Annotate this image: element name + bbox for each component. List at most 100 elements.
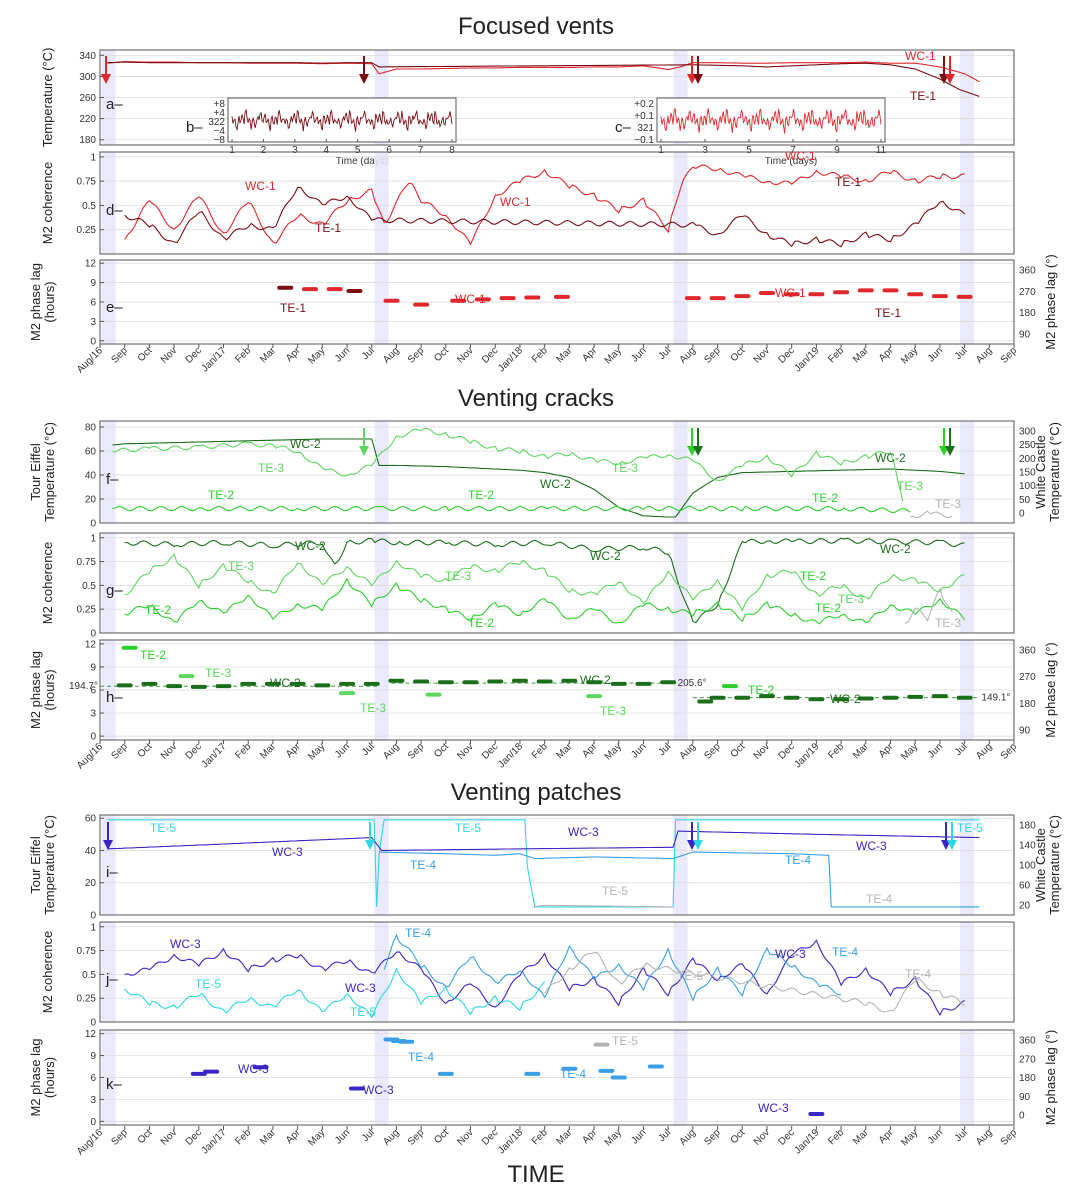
- series-label: TE-3: [258, 461, 284, 475]
- phase-lag-mark: [758, 694, 775, 699]
- month-label: Jan/17: [200, 345, 229, 374]
- series-label: WC-3: [170, 937, 201, 951]
- ytick-label: 40: [85, 471, 97, 482]
- ytick-label: 260: [79, 93, 96, 104]
- month-label: Jan/17: [200, 1127, 229, 1156]
- phase-lag-mark: [561, 1066, 578, 1071]
- month-label: Apr: [877, 741, 896, 760]
- phase-lag-mark: [709, 296, 726, 301]
- y-axis-label: Tour EiffelTemperature (°C): [28, 815, 57, 915]
- month-label: Jul: [360, 741, 377, 758]
- y2-axis-label-line: M2 phase lag (°): [1043, 642, 1058, 738]
- y2-axis-label-line: Temperature (°C): [1047, 815, 1062, 915]
- ytick-label: 0: [90, 629, 96, 640]
- inset-ytick-label: −0.1: [634, 135, 654, 146]
- month-label: Jan/18: [496, 1127, 525, 1156]
- service-band: [101, 922, 116, 1022]
- month-label: Jul: [953, 741, 970, 758]
- series-line-wc-2: [112, 438, 965, 518]
- series-label: TE-3: [360, 701, 386, 715]
- panel-letter: i–: [106, 864, 118, 881]
- panel-letter: b–: [186, 119, 203, 136]
- phase-lag-mark: [425, 692, 442, 697]
- phase-lag-mark: [833, 697, 850, 702]
- month-label: Jul: [360, 345, 377, 362]
- month-label: Sep: [109, 345, 130, 366]
- y2tick-label: 60: [1019, 881, 1031, 892]
- series-line-wc-1: [107, 61, 980, 83]
- phase-lag-mark: [178, 674, 195, 679]
- month-label: Mar: [555, 345, 575, 365]
- ytick-label: 0.25: [77, 225, 97, 236]
- phase-lag-mark: [339, 681, 356, 686]
- y2tick-label: 250: [1019, 440, 1036, 451]
- ytick-label: 300: [79, 72, 96, 83]
- month-label: Sep: [109, 741, 130, 762]
- y2tick-label: 90: [1019, 330, 1031, 341]
- phase-lag-mark: [857, 696, 874, 701]
- month-label: Sep: [999, 741, 1020, 762]
- month-label: Jan/19: [792, 741, 821, 770]
- month-label: Jul: [656, 1127, 673, 1144]
- deployment-arrow-icon: [947, 840, 957, 850]
- series-label: TE-4: [405, 926, 431, 940]
- month-label: May: [603, 1127, 624, 1148]
- series-label: WC-3: [238, 1062, 269, 1076]
- phase-lag-mark: [346, 289, 363, 294]
- series-line-te-3: [112, 427, 904, 502]
- y2tick-label: 0: [1019, 1111, 1025, 1122]
- deployment-arrow-icon: [101, 74, 111, 84]
- phase-lag-mark: [808, 292, 825, 297]
- y2-axis-label-line: White Castle: [1033, 828, 1048, 902]
- ytick-label: 3: [90, 317, 96, 328]
- y2tick-label: 20: [1019, 901, 1031, 912]
- phase-lag-mark: [499, 296, 516, 301]
- series-label: TE-5: [612, 1034, 638, 1048]
- ytick-label: 340: [79, 51, 96, 62]
- phase-lag-mark: [758, 290, 775, 295]
- phase-lag-mark: [956, 294, 973, 299]
- deployment-arrow-icon: [365, 840, 375, 850]
- month-label: Apr: [284, 741, 303, 760]
- y2tick-label: 360: [1019, 1036, 1036, 1047]
- phase-lag-mark: [121, 645, 138, 650]
- series-label: WC-1: [500, 195, 531, 209]
- inset-xtick-label: 9: [834, 145, 840, 156]
- service-band: [960, 815, 975, 915]
- series-label: TE-4: [866, 892, 892, 906]
- month-label: Jun: [333, 1127, 352, 1146]
- reference-label: 149.1°: [981, 693, 1010, 704]
- phase-lag-mark: [734, 695, 751, 700]
- series-label: TE-3: [600, 704, 626, 718]
- inset-xtick-label: 1: [229, 145, 235, 156]
- y-axis-label: M2 coherence: [40, 931, 55, 1013]
- phase-lag-mark: [536, 679, 553, 684]
- ytick-label: 1: [90, 922, 96, 933]
- y2tick-label: 100: [1019, 861, 1036, 872]
- y2-axis-label: M2 phase lag (°): [1043, 642, 1058, 738]
- ytick-label: 80: [85, 423, 97, 434]
- ytick-label: 60: [85, 447, 97, 458]
- service-band: [673, 152, 688, 254]
- month-label: Mar: [851, 345, 871, 365]
- month-label: Oct: [432, 741, 451, 760]
- month-label: Jan/19: [792, 345, 821, 374]
- series-label: TE-2: [748, 683, 774, 697]
- phase-lag-mark: [398, 1039, 415, 1044]
- inset-xtick-label: 5: [746, 145, 752, 156]
- ytick-label: 6: [90, 298, 96, 309]
- series-line-te-3: [124, 553, 965, 612]
- inset-ytick-label: 322: [208, 117, 225, 128]
- y-axis-label-line: (hours): [42, 281, 57, 322]
- ytick-label: 20: [85, 878, 97, 889]
- ytick-label: 0.75: [77, 177, 97, 188]
- series-label: WC-1: [905, 49, 936, 63]
- series-label: TE-4: [832, 945, 858, 959]
- ytick-label: 20: [85, 495, 97, 506]
- phase-lag-mark: [593, 1042, 610, 1047]
- y-axis-label: M2 coherence: [40, 162, 55, 244]
- month-label: Feb: [826, 345, 846, 365]
